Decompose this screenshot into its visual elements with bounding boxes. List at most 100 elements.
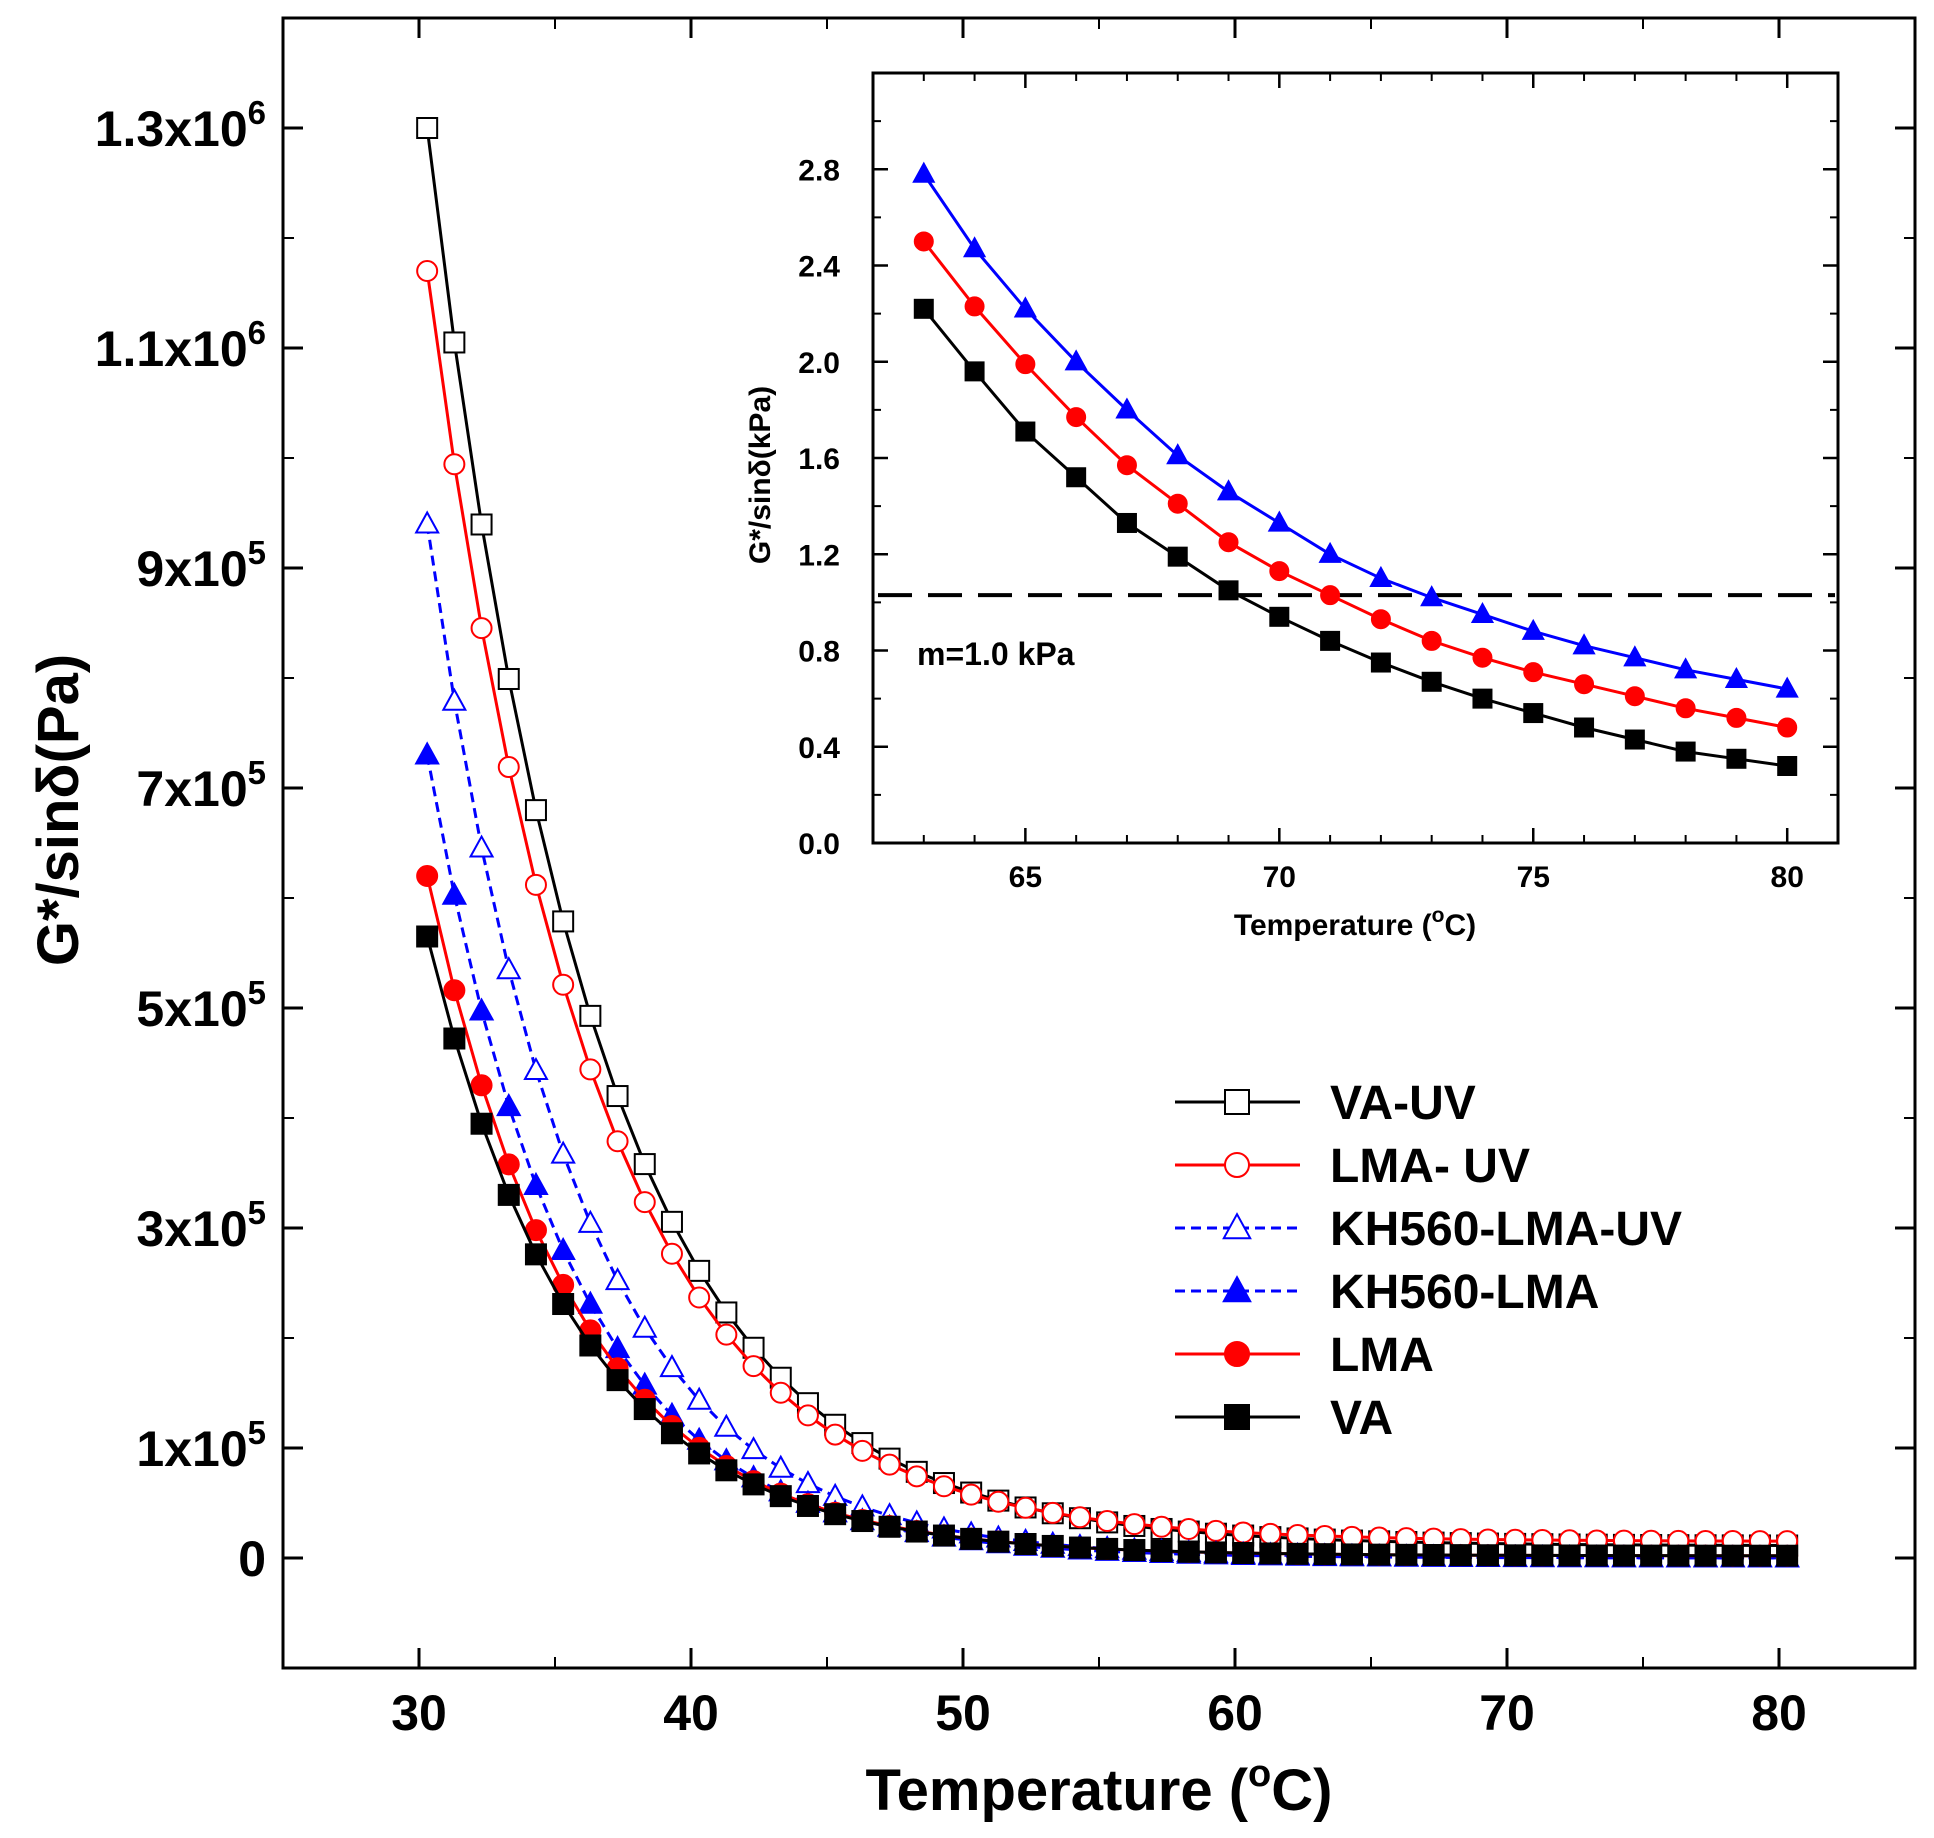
data-point: [960, 1483, 983, 1506]
data-point: [1041, 1501, 1064, 1524]
inset-data-point: [1472, 647, 1493, 668]
data-point: [1014, 1496, 1037, 1519]
x-tick-label: 80: [1751, 1685, 1807, 1741]
inset-data-point: [1724, 666, 1749, 689]
data-point: [632, 1314, 658, 1338]
data-point: [577, 1290, 604, 1314]
data-point: [742, 1355, 765, 1378]
data-point: [633, 1398, 656, 1421]
inset-data-point: [1370, 652, 1391, 673]
inset-x-tick-label: 70: [1263, 861, 1296, 894]
data-point: [552, 910, 575, 933]
y-tick-label: 1.1x106: [95, 314, 266, 377]
legend-label: KH560-LMA-UV: [1330, 1203, 1682, 1256]
inset-data-point: [1675, 741, 1696, 762]
y-tick-label: 7x105: [136, 754, 266, 817]
legend-label: VA: [1330, 1392, 1393, 1445]
data-point: [660, 1422, 683, 1445]
inset-y-tick-label: 2.8: [798, 154, 840, 187]
data-point: [1068, 1536, 1091, 1559]
data-point: [441, 881, 468, 905]
data-point: [1177, 1517, 1200, 1540]
data-point: [414, 741, 440, 765]
data-point: [1340, 1543, 1363, 1566]
data-point: [1504, 1544, 1527, 1567]
inset-data-point: [964, 296, 985, 317]
data-point: [824, 1503, 847, 1526]
data-point: [524, 1243, 547, 1266]
data-point: [1177, 1540, 1200, 1563]
inset-series-line: [922, 173, 1788, 691]
data-point: [1068, 1506, 1091, 1529]
inset-y-tick-label: 0.0: [798, 828, 840, 861]
data-point: [523, 1056, 549, 1081]
data-point: [524, 873, 547, 896]
inset-data-point: [1521, 618, 1545, 640]
data-point: [905, 1520, 928, 1543]
inset-data-point: [1421, 630, 1442, 651]
data-point: [496, 956, 522, 980]
data-point: [1585, 1544, 1608, 1567]
data-point: [579, 1058, 602, 1081]
y-tick-label: 1.3x106: [95, 94, 266, 157]
inset-data-point: [1421, 671, 1442, 692]
data-point: [1449, 1544, 1472, 1567]
data-point: [851, 1439, 874, 1462]
inset-data-point: [1015, 421, 1036, 442]
data-point: [1014, 1532, 1037, 1555]
inset-data-point: [1624, 729, 1645, 750]
data-point: [579, 1004, 602, 1027]
inset-data-point: [1166, 443, 1190, 465]
x-tick-label: 50: [935, 1685, 991, 1741]
y-tick-label: 5x105: [136, 974, 266, 1037]
x-tick-label: 30: [391, 1685, 447, 1741]
data-point: [1150, 1540, 1173, 1563]
inset-data-point: [1726, 707, 1747, 728]
inset-data-point: [1216, 479, 1241, 501]
data-point: [606, 1369, 629, 1392]
data-point: [1259, 1542, 1282, 1565]
legend-marker: [1222, 1212, 1252, 1240]
x-axis-title: Temperature (oC): [866, 1753, 1333, 1823]
data-point: [742, 1473, 765, 1496]
inset-data-point: [1775, 676, 1799, 698]
inset-x-tick-label: 65: [1009, 861, 1042, 894]
data-point: [1232, 1521, 1255, 1544]
inset-plot-frame: [871, 71, 1840, 845]
inset-data-point: [1572, 633, 1596, 655]
inset-data-point: [913, 231, 934, 252]
y-tick-label: 9x105: [136, 534, 266, 597]
inset-data-point: [1218, 532, 1239, 553]
data-point: [1748, 1544, 1771, 1567]
inset-data-point: [1013, 296, 1037, 318]
inset-data-point: [1066, 407, 1087, 428]
data-point: [715, 1459, 738, 1482]
data-point: [715, 1301, 738, 1324]
data-point: [796, 1494, 819, 1517]
data-point: [468, 997, 495, 1021]
y-tick-label: 0: [238, 1531, 266, 1587]
main-chart: 30 40 50 60 70 80 0 1x105 3x105 5x105 7x105 9x105 1.…: [26, 16, 1917, 1823]
data-point: [1313, 1543, 1336, 1566]
data-point: [905, 1465, 928, 1488]
legend-marker: [1224, 1089, 1250, 1115]
inset-data-point: [1116, 455, 1137, 476]
data-point: [497, 667, 520, 690]
data-point: [552, 1293, 575, 1316]
data-point: [659, 1354, 685, 1378]
reference-line-label: m=1.0 kPa: [917, 636, 1075, 672]
data-point: [470, 617, 493, 640]
inset-y-tick-label: 2.0: [798, 347, 840, 380]
inset-data-point: [1064, 349, 1088, 371]
data-point: [796, 1404, 819, 1427]
inset-x-tick-label: 75: [1517, 861, 1550, 894]
data-point: [577, 1209, 604, 1233]
data-point: [1640, 1544, 1663, 1567]
inset-data-point: [912, 161, 936, 183]
data-point: [1667, 1544, 1690, 1567]
inset-data-point: [1370, 609, 1391, 630]
data-point: [660, 1210, 683, 1233]
data-point: [416, 260, 439, 282]
data-point: [1096, 1509, 1119, 1532]
